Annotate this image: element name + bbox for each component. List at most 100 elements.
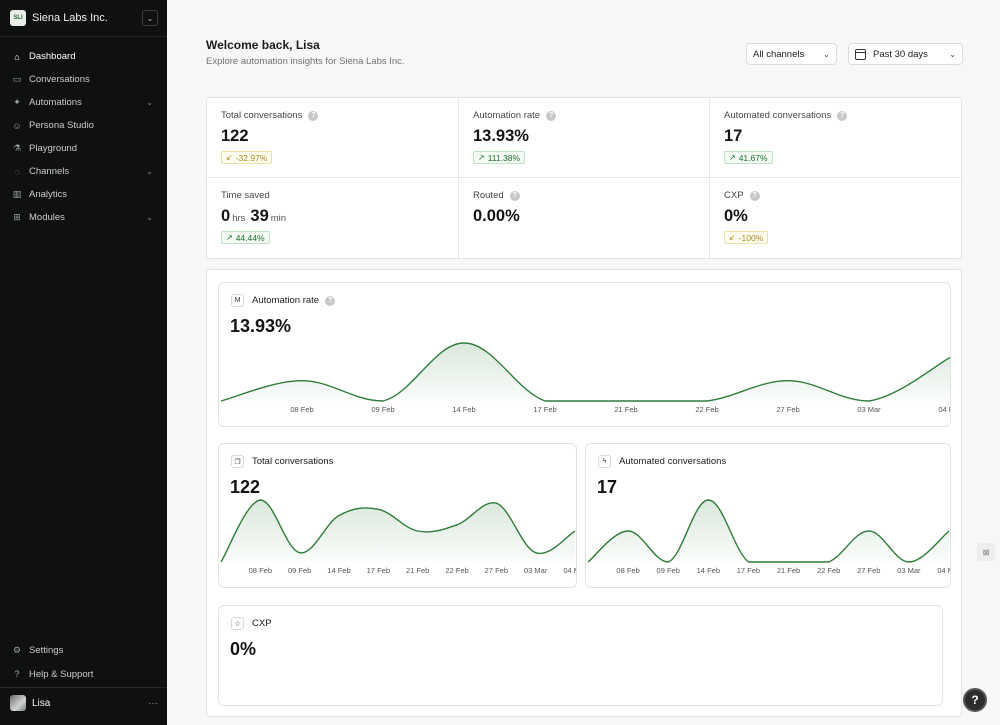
x-tick-label: 14 Feb xyxy=(452,405,475,414)
kpi-value: 13.93% xyxy=(473,127,529,145)
kpi-routed: Routed? 0.00% xyxy=(459,178,710,258)
series-line xyxy=(587,499,950,563)
date-range-select[interactable]: Past 30 days ⌄ xyxy=(848,43,963,65)
change-badge: ↗ 41.67% xyxy=(724,151,773,164)
change-value: -32.97% xyxy=(235,152,268,163)
arrow-down-icon: ↙ xyxy=(226,153,233,162)
x-tick-label: 27 Feb xyxy=(776,405,799,414)
help-icon[interactable]: ? xyxy=(963,688,987,712)
org-name: Siena Labs Inc. xyxy=(32,12,108,24)
card-title: Automation rate xyxy=(252,295,320,306)
change-badge: ↗ 111.38% xyxy=(473,151,525,164)
kpi-automation-rate: Automation rate? 13.93% ↗ 111.38% xyxy=(459,98,710,178)
change-value: 41.67% xyxy=(738,152,768,163)
minutes-unit: min xyxy=(270,213,287,224)
more-icon[interactable]: ··· xyxy=(148,697,158,709)
sidebar-item-label: Conversations xyxy=(29,74,90,85)
kpi-grid: Total conversations? 122 ↙ -32.97% Automa… xyxy=(206,97,962,259)
kpi-value: 0.00% xyxy=(473,207,520,225)
card-value: 0% xyxy=(230,639,257,659)
chevron-down-icon: ⌄ xyxy=(823,49,830,59)
info-icon[interactable]: ? xyxy=(837,110,848,121)
sidebar-item-settings[interactable]: ⚙ Settings xyxy=(0,638,167,662)
sidebar-item-label: Analytics xyxy=(29,189,68,200)
x-tick-label: 04 Mar xyxy=(938,405,951,414)
chart-area xyxy=(588,500,949,562)
hours-value: 0 xyxy=(221,207,231,225)
sidebar-item-analytics[interactable]: ▥ Analytics xyxy=(0,183,167,206)
x-tick-label: 27 Feb xyxy=(485,566,508,575)
change-badge: ↙ -100% xyxy=(724,231,769,244)
hours-unit: hrs xyxy=(232,213,246,224)
change-badge: ↙ -32.97% xyxy=(221,151,273,164)
x-tick-label: 22 Feb xyxy=(695,405,718,414)
automated-conversations-chart: 08 Feb 09 Feb 14 Feb 17 Feb 21 Feb 22 Feb 27 F… xyxy=(587,499,950,575)
sidebar-item-label: Settings xyxy=(29,644,64,656)
user-menu[interactable]: Lisa ··· xyxy=(10,694,158,712)
sidebar-item-label: Persona Studio xyxy=(29,120,94,131)
kpi-label: Routed xyxy=(473,190,504,201)
x-tick-label: 17 Feb xyxy=(367,566,390,575)
info-icon[interactable]: ? xyxy=(325,295,336,306)
sidebar-item-persona-studio[interactable]: ☺ Persona Studio xyxy=(0,114,167,137)
kpi-label: Total conversations xyxy=(221,110,303,121)
home-icon: ⌂ xyxy=(14,51,20,62)
kpi-total-conversations: Total conversations? 122 ↙ -32.97% xyxy=(207,98,459,178)
sidebar-item-playground[interactable]: ⚗ Playground xyxy=(0,137,167,160)
x-tick-label: 22 Feb xyxy=(817,566,840,575)
sidebar-item-channels[interactable]: ◌ Channels ⌄ xyxy=(0,160,167,183)
sidebar-item-automations[interactable]: ✦ Automations ⌄ xyxy=(0,91,167,114)
sidebar-item-label: Modules xyxy=(29,212,65,223)
x-tick-label: 08 Feb xyxy=(616,566,639,575)
chart-area xyxy=(221,343,950,401)
page-subtitle: Explore automation insights for Siena La… xyxy=(206,56,405,67)
x-tick-label: 09 Feb xyxy=(288,566,311,575)
change-value: -100% xyxy=(738,232,764,243)
kpi-time-saved: Time saved 0 hrs 39 min ↗ 44.44% xyxy=(207,178,459,258)
change-badge: ↗ 44.44% xyxy=(221,231,270,244)
arrow-up-icon: ↗ xyxy=(478,153,485,162)
kpi-value: 0 hrs 39 min xyxy=(221,207,458,227)
gear-icon: ⚙ xyxy=(12,644,22,655)
x-tick-label: 09 Feb xyxy=(371,405,394,414)
org-switcher[interactable]: SLI Siena Labs Inc. ⌄ xyxy=(10,8,158,28)
sidebar-item-modules[interactable]: ⊞ Modules ⌄ xyxy=(0,206,167,229)
info-icon[interactable]: ? xyxy=(749,190,760,201)
sidebar: SLI Siena Labs Inc. ⌄ ⌂ Dashboard ▭ Convers… xyxy=(0,0,167,725)
feedback-widget-icon[interactable]: ⊠ xyxy=(977,543,995,561)
grid-icon: ⊞ xyxy=(13,212,21,222)
series-line xyxy=(220,342,950,402)
chart-area xyxy=(221,500,575,562)
info-icon[interactable]: ? xyxy=(546,110,557,121)
x-tick-label: 22 Feb xyxy=(445,566,468,575)
sidebar-item-help-support[interactable]: ? Help & Support xyxy=(0,662,167,686)
series-line xyxy=(220,499,576,563)
kpi-label: Automated conversations xyxy=(724,110,832,121)
chevron-down-icon[interactable]: ⌄ xyxy=(142,10,158,26)
x-tick-label: 03 Mar xyxy=(857,405,881,414)
sidebar-item-label: Help & Support xyxy=(29,668,94,680)
card-title: CXP xyxy=(252,618,272,629)
x-tick-label: 21 Feb xyxy=(777,566,800,575)
user-name: Lisa xyxy=(32,697,51,709)
automation-rate-card: 08 Feb 09 Feb 14 Feb 17 Feb 21 Feb 22 Feb 27 F… xyxy=(218,282,951,427)
persona-icon: ☺ xyxy=(12,120,22,131)
date-range-value: Past 30 days xyxy=(873,48,928,60)
flask-icon: ⚗ xyxy=(12,143,22,153)
sidebar-item-label: Automations xyxy=(29,97,82,108)
x-tick-label: 03 Mar xyxy=(897,566,921,575)
x-tick-label: 04 Mar xyxy=(563,566,577,575)
total-conversations-card: 08 Feb 09 Feb 14 Feb 17 Feb 21 Feb 22 Feb 27 F… xyxy=(218,443,577,588)
kpi-value: 17 xyxy=(724,127,743,145)
card-value: 17 xyxy=(597,477,618,497)
org-logo: SLI xyxy=(10,10,26,26)
chevron-down-icon: ⌄ xyxy=(949,49,956,59)
card-title: Automated conversations xyxy=(619,456,727,467)
channel-filter-select[interactable]: All channels ⌄ xyxy=(746,43,837,65)
rate-icon: M xyxy=(231,294,244,307)
info-icon[interactable]: ? xyxy=(509,190,520,201)
sidebar-item-dashboard[interactable]: ⌂ Dashboard xyxy=(0,45,167,68)
arrow-up-icon: ↗ xyxy=(226,233,233,242)
sidebar-item-conversations[interactable]: ▭ Conversations xyxy=(0,68,167,91)
info-icon[interactable]: ? xyxy=(308,110,319,121)
